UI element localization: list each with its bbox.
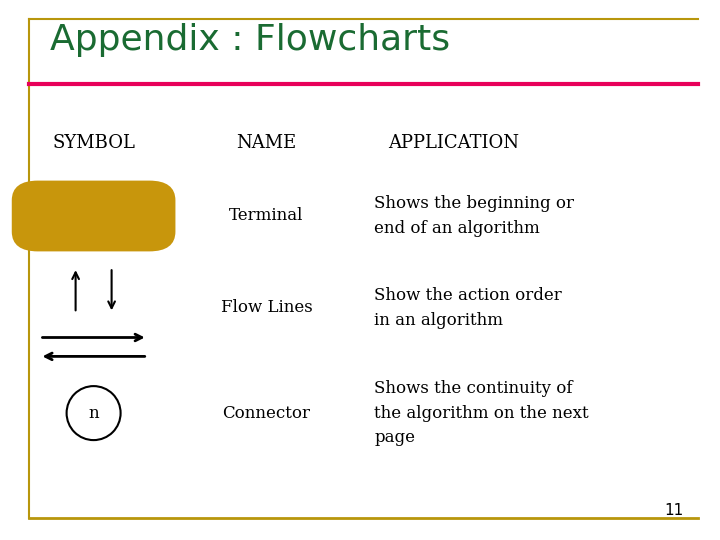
Ellipse shape: [67, 386, 121, 440]
Text: Terminal: Terminal: [229, 207, 304, 225]
Text: 11: 11: [665, 503, 684, 518]
Text: Show the action order
in an algorithm: Show the action order in an algorithm: [374, 287, 562, 329]
Text: Shows the continuity of
the algorithm on the next
page: Shows the continuity of the algorithm on…: [374, 380, 589, 447]
Text: APPLICATION: APPLICATION: [388, 134, 519, 152]
Text: SYMBOL: SYMBOL: [52, 134, 135, 152]
Text: Appendix : Flowcharts: Appendix : Flowcharts: [50, 23, 451, 57]
Text: Connector: Connector: [222, 404, 310, 422]
Text: NAME: NAME: [236, 134, 297, 152]
Text: Shows the beginning or
end of an algorithm: Shows the beginning or end of an algorit…: [374, 195, 575, 237]
Text: n: n: [89, 404, 99, 422]
FancyBboxPatch shape: [13, 181, 174, 251]
Text: Flow Lines: Flow Lines: [220, 299, 312, 316]
